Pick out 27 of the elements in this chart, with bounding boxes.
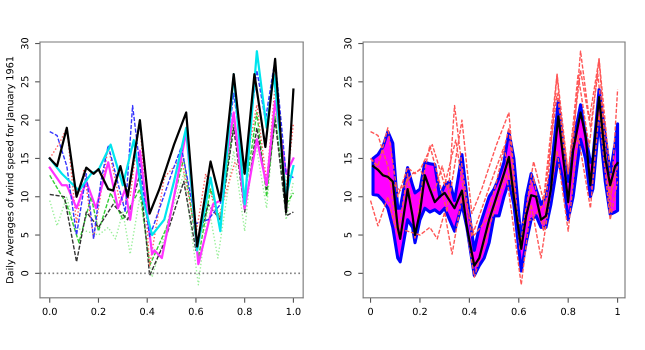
y-tick-label: 5 — [21, 232, 28, 238]
x-tick-label: 0.2 — [91, 308, 106, 316]
y-tick-label: 15 — [21, 153, 28, 164]
x-tick-label: 0.6 — [188, 308, 204, 316]
x-tick-label: 0.0 — [42, 308, 57, 316]
y-tick-label: 10 — [344, 191, 352, 202]
y-tick-label: 5 — [344, 232, 352, 238]
x-tick-label: 0 — [368, 308, 373, 316]
y-tick-label: 25 — [344, 76, 352, 88]
x-tick-label: 0.8 — [561, 308, 576, 316]
y-tick-label: 30 — [344, 38, 352, 49]
y-tick-label: 30 — [21, 38, 28, 49]
y-tick-label: 20 — [344, 114, 352, 126]
x-tick-label: 0.8 — [238, 308, 252, 316]
y-tick-label: 25 — [21, 76, 28, 88]
x-tick-label: 0.6 — [512, 308, 526, 316]
y-axis-title: Daily Averages of wind speed for January 1961 — [6, 56, 16, 283]
x-tick-label: 1.0 — [286, 308, 300, 316]
y-tick-label: 0 — [21, 270, 28, 276]
x-tick-label: 1 — [616, 308, 620, 315]
y-tick-label: 0 — [344, 270, 352, 276]
y-tick-label: 20 — [21, 114, 28, 126]
y-tick-label: 15 — [344, 153, 352, 164]
y-tick-label: 10 — [21, 191, 28, 202]
x-tick-label: 0.2 — [412, 308, 427, 316]
x-tick-label: 0.4 — [140, 308, 154, 316]
x-tick-label: 0.4 — [462, 308, 477, 316]
